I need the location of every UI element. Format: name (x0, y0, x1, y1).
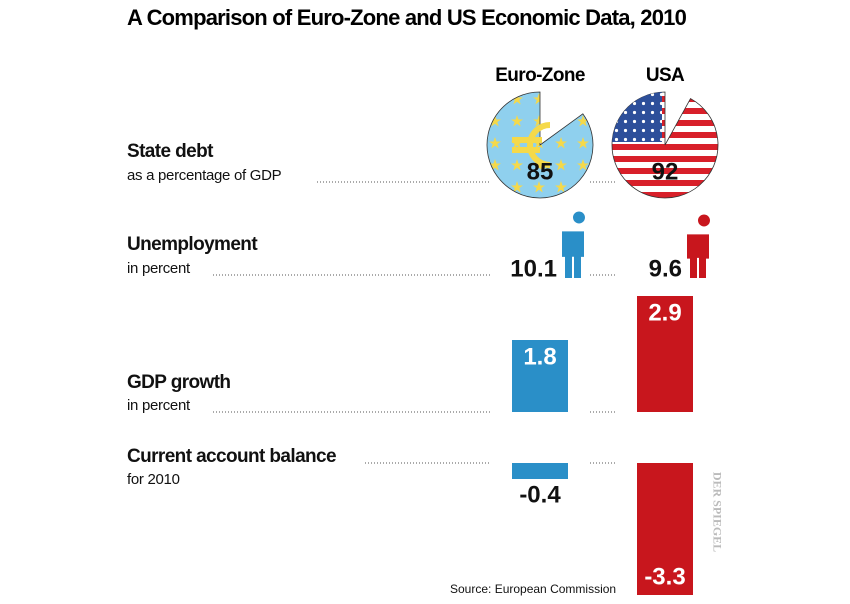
credit: DER SPIEGEL (710, 472, 724, 552)
row-label: Unemployment (127, 234, 258, 255)
pie-value: 85 (527, 158, 554, 185)
bar-value: 2.9 (648, 299, 681, 326)
pie (486, 91, 594, 199)
figure-value: 10.1 (510, 255, 557, 282)
euro-sign (512, 122, 551, 168)
row-label: State debt (127, 141, 214, 162)
person (562, 211, 585, 278)
source: Source: European Commission (450, 582, 616, 596)
row-sublabel: for 2010 (127, 471, 180, 488)
bar (637, 296, 693, 412)
column-header: Euro-Zone (495, 65, 585, 86)
leaders (213, 181, 617, 464)
bar (512, 463, 568, 479)
row-label: Current account balance (127, 446, 336, 467)
title: A Comparison of Euro-Zone and US Economi… (127, 5, 687, 30)
row-label: GDP growth (127, 372, 230, 393)
person (687, 214, 710, 278)
pie-value: 92 (652, 158, 679, 185)
figure-value: 9.6 (649, 255, 682, 282)
row-sublabel: as a percentage of GDP (127, 167, 282, 184)
flag-canton (612, 92, 662, 142)
column-header: USA (646, 65, 685, 86)
bar-value: -3.3 (644, 563, 685, 590)
bar-value: -0.4 (519, 481, 561, 508)
bar (637, 463, 693, 595)
bar-value: 1.8 (523, 343, 556, 370)
row-sublabel: in percent (127, 260, 191, 277)
row-sublabel: in percent (127, 397, 191, 414)
bar (512, 340, 568, 412)
